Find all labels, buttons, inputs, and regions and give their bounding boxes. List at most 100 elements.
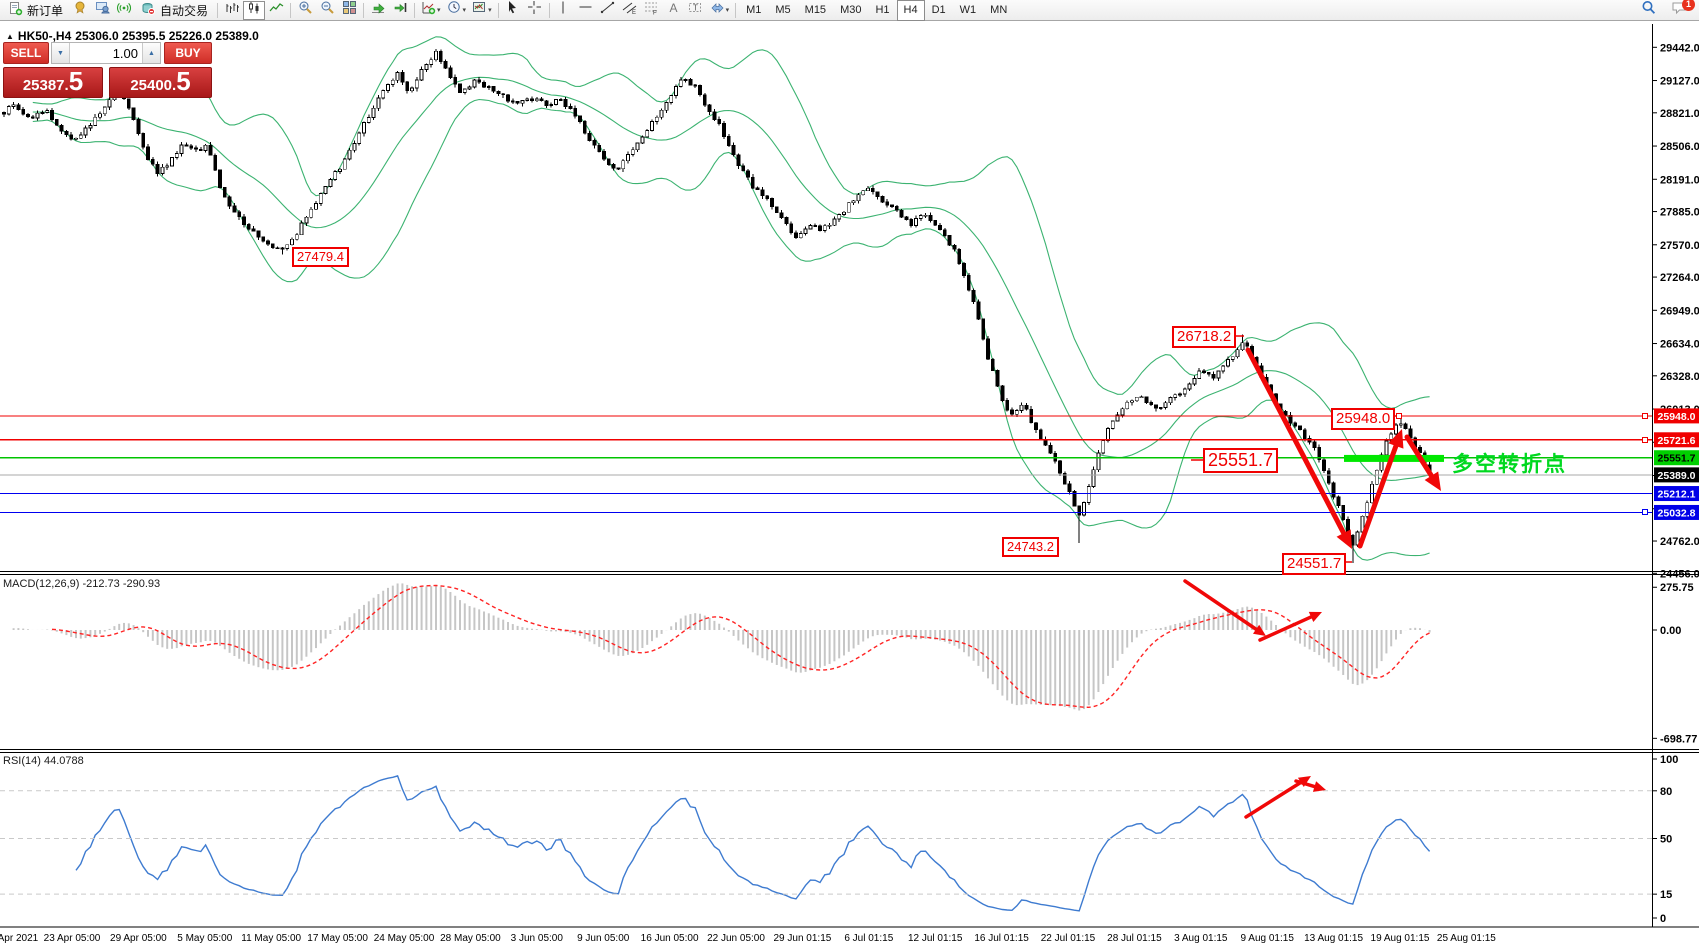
search-button[interactable]: [1638, 0, 1660, 21]
chevron-down-icon: ▾: [488, 7, 492, 14]
timeframe-mn[interactable]: MN: [990, 4, 1008, 16]
time-axis-label[interactable]: 29 Apr 05:00: [110, 933, 167, 944]
time-axis-label[interactable]: 22 Jun 05:00: [707, 933, 765, 944]
svg-text:28821.0: 28821.0: [1660, 108, 1699, 120]
svg-text:29442.0: 29442.0: [1660, 42, 1699, 54]
chart-shift-button[interactable]: [389, 1, 411, 20]
signal-button[interactable]: [113, 1, 135, 20]
price-annotation[interactable]: 25551.7: [1203, 448, 1279, 473]
time-axis-label[interactable]: 12 Jul 01:15: [908, 933, 963, 944]
zoom-out-button[interactable]: [316, 1, 338, 20]
time-axis-label[interactable]: 25 Aug 01:15: [1437, 933, 1496, 944]
volume-up-button[interactable]: ▲: [142, 43, 160, 63]
symbol-marker-icon: ▲: [6, 31, 14, 41]
volume-down-button[interactable]: ▼: [52, 43, 70, 63]
chart-shift-icon: [393, 0, 408, 20]
trendline-button[interactable]: [597, 1, 619, 20]
time-axis-label[interactable]: 3 Aug 01:15: [1174, 933, 1228, 944]
channel-button[interactable]: E: [619, 1, 641, 20]
time-axis-label[interactable]: 28 May 05:00: [440, 933, 501, 944]
cursor-button[interactable]: [502, 1, 524, 20]
time-axis-label[interactable]: 9 Apr 2021: [0, 933, 39, 944]
time-axis-label[interactable]: 3 Jun 05:00: [511, 933, 564, 944]
time-axis-label[interactable]: 9 Jun 05:00: [577, 933, 630, 944]
market-watch-button[interactable]: [91, 1, 113, 20]
fibonacci-button[interactable]: F: [641, 1, 663, 20]
reversal-point-note[interactable]: 多空转折点: [1452, 453, 1567, 476]
candle-chart-button[interactable]: [243, 0, 266, 20]
label-button[interactable]: T: [685, 1, 707, 20]
timeframe-m5[interactable]: M5: [775, 4, 791, 16]
buy-price[interactable]: 25400. 5: [109, 67, 212, 98]
sell-button[interactable]: SELL: [3, 42, 49, 64]
zoom-in-button[interactable]: [294, 1, 316, 20]
price-annotation[interactable]: 27479.4: [292, 247, 349, 267]
time-axis-label[interactable]: 11 May 05:00: [241, 933, 301, 944]
svg-text:28191.0: 28191.0: [1660, 174, 1699, 186]
bollinger-bands: [32, 36, 1430, 561]
periods-button[interactable]: ▾: [444, 1, 470, 20]
svg-text:27885.0: 27885.0: [1660, 207, 1699, 219]
bar-chart-button[interactable]: [221, 1, 243, 20]
new-order-button[interactable]: 新订单: [2, 1, 69, 20]
add-indicator-button[interactable]: ▾: [418, 1, 444, 20]
template-button[interactable]: ▾: [469, 1, 495, 20]
toolbar-separator: [735, 2, 737, 18]
time-axis-label[interactable]: 16 Jun 05:00: [641, 933, 699, 944]
shapes-icon: [710, 0, 725, 20]
volume-input[interactable]: [70, 43, 142, 63]
tile-windows-button[interactable]: [338, 1, 360, 20]
volume-control: ▼ ▲: [51, 42, 161, 64]
svg-text:25551.7: 25551.7: [1658, 453, 1696, 465]
time-axis-label[interactable]: 6 Jul 01:15: [844, 933, 893, 944]
time-axis-label[interactable]: 29 Jun 01:15: [773, 933, 831, 944]
price-annotation[interactable]: 25948.0: [1331, 408, 1396, 430]
svg-text:25721.6: 25721.6: [1658, 435, 1696, 447]
timeframe-h4[interactable]: H4: [896, 0, 925, 21]
timeframe-m1[interactable]: M1: [746, 4, 762, 16]
symbol-name: HK50-,H4: [17, 29, 72, 43]
time-axis-label[interactable]: 16 Jul 01:15: [974, 933, 1029, 944]
notifications-button[interactable]: 1: [1668, 0, 1695, 20]
timeframe-h1[interactable]: H1: [875, 4, 890, 16]
svg-text:F: F: [653, 11, 657, 16]
horizontal-line-button[interactable]: [575, 1, 597, 20]
auto-scroll-button[interactable]: [367, 1, 389, 20]
chevron-down-icon: ▾: [462, 7, 467, 14]
time-axis-label[interactable]: 13 Aug 01:15: [1304, 933, 1363, 944]
chevron-down-icon: ▾: [725, 7, 730, 14]
level-lines: [0, 415, 1652, 514]
vertical-line-button[interactable]: [553, 1, 575, 20]
price-annotation[interactable]: 26718.2: [1172, 326, 1237, 348]
line-chart-button[interactable]: [265, 1, 287, 20]
price-annotation[interactable]: 24743.2: [1002, 537, 1059, 557]
svg-text:25212.1: 25212.1: [1658, 489, 1696, 501]
seal-button[interactable]: [69, 1, 91, 20]
price-axis[interactable]: 29442.0 29127.0 28821.0 28506.0 28191.0 27885…: [0, 24, 1699, 944]
search-icon: [1641, 0, 1657, 21]
timeframe-w1[interactable]: W1: [959, 4, 977, 16]
price-annotation[interactable]: 24551.7: [1282, 553, 1347, 575]
seal-icon: [73, 0, 88, 20]
zoom-out-icon: [320, 0, 335, 20]
auto-trading-button[interactable]: 自动交易: [135, 1, 214, 20]
time-axis-label[interactable]: 28 Jul 01:15: [1107, 933, 1162, 944]
crosshair-button[interactable]: [524, 1, 546, 20]
text-button[interactable]: A: [663, 1, 685, 20]
time-axis-label[interactable]: 17 May 05:00: [307, 933, 368, 944]
timeframe-d1[interactable]: D1: [931, 4, 946, 16]
buy-button[interactable]: BUY: [164, 42, 212, 64]
timeframe-m15[interactable]: M15: [804, 4, 827, 16]
text-icon: A: [666, 0, 681, 20]
time-axis-label[interactable]: 19 Aug 01:15: [1371, 933, 1430, 944]
time-axis-label[interactable]: 24 May 05:00: [374, 933, 435, 944]
time-axis-label[interactable]: 22 Jul 01:15: [1041, 933, 1096, 944]
time-axis-label[interactable]: 9 Aug 01:15: [1241, 933, 1295, 944]
rsi-pane: 100 80 50 15 0: [0, 754, 1678, 925]
timeframe-m30[interactable]: M30: [840, 4, 862, 16]
time-axis-label[interactable]: 5 May 05:00: [177, 933, 232, 944]
sell-price[interactable]: 25387. 5: [3, 67, 103, 98]
time-axis-label[interactable]: 23 Apr 05:00: [44, 933, 101, 944]
shapes-button[interactable]: ▾: [707, 1, 733, 20]
